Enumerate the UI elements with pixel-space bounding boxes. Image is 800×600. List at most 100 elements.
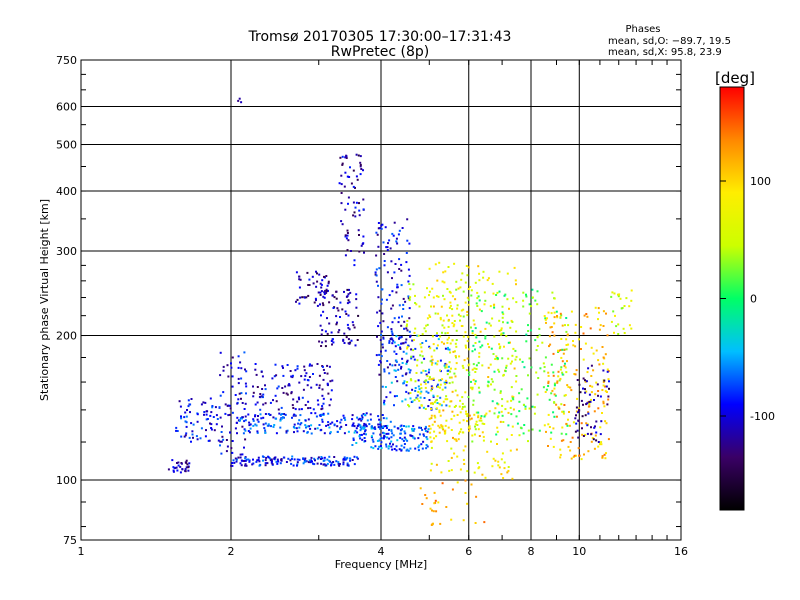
scatter-point <box>575 369 578 372</box>
scatter-point <box>559 316 562 319</box>
scatter-point <box>580 422 583 425</box>
scatter-point <box>355 427 358 430</box>
chart-title: Tromsø 20170305 17:30:00–17:31:43 <box>248 29 512 45</box>
scatter-point <box>424 370 427 372</box>
scatter-point <box>439 316 442 319</box>
scatter-point <box>493 303 496 306</box>
scatter-point <box>275 460 278 463</box>
scatter-point <box>551 389 554 392</box>
scatter-point <box>411 429 414 432</box>
scatter-point <box>183 416 186 419</box>
scatter-point <box>417 390 420 393</box>
scatter-point <box>409 288 412 291</box>
scatter-point <box>244 463 247 466</box>
scatter-point <box>430 389 433 392</box>
scatter-point <box>403 436 406 439</box>
scatter-point <box>302 430 305 433</box>
scatter-point <box>290 462 293 465</box>
scatter-point <box>465 265 468 267</box>
scatter-point <box>322 304 325 307</box>
scatter-point <box>273 375 276 378</box>
scatter-point <box>408 283 411 285</box>
scatter-point <box>536 336 539 339</box>
scatter-point <box>522 403 525 406</box>
scatter-point <box>547 380 550 383</box>
scatter-point <box>237 366 240 369</box>
scatter-point <box>377 426 380 429</box>
scatter-point <box>244 368 246 371</box>
scatter-point <box>582 377 585 380</box>
scatter-point <box>352 439 355 441</box>
scatter-point <box>320 345 323 347</box>
scatter-point <box>327 424 330 426</box>
scatter-point <box>468 371 471 374</box>
scatter-point <box>319 324 322 327</box>
scatter-point <box>390 260 393 263</box>
scatter-point <box>354 215 357 218</box>
scatter-point <box>400 449 403 452</box>
scatter-point <box>456 481 459 484</box>
scatter-point <box>552 374 555 377</box>
scatter-point <box>431 509 433 512</box>
scatter-point <box>459 411 462 414</box>
scatter-point <box>471 440 474 443</box>
scatter-point <box>461 407 464 410</box>
scatter-point <box>185 459 188 462</box>
scatter-point <box>515 301 518 304</box>
scatter-point <box>472 319 475 322</box>
scatter-point <box>584 391 587 394</box>
scatter-point <box>371 438 374 441</box>
scatter-point <box>484 337 487 340</box>
scatter-point <box>401 438 404 441</box>
scatter-point <box>215 414 218 417</box>
scatter-point <box>502 421 505 423</box>
scatter-point <box>478 299 481 302</box>
scatter-point <box>574 331 577 334</box>
scatter-point <box>481 364 484 367</box>
scatter-point <box>474 522 477 524</box>
scatter-point <box>394 263 397 265</box>
scatter-point <box>536 393 539 396</box>
scatter-point <box>318 374 321 377</box>
scatter-point <box>608 380 610 383</box>
scatter-point <box>545 388 548 391</box>
scatter-point <box>605 312 607 315</box>
scatter-point <box>254 363 257 365</box>
scatter-point <box>358 209 361 212</box>
scatter-point <box>476 297 479 300</box>
scatter-point <box>433 420 436 423</box>
scatter-point <box>451 390 454 393</box>
scatter-point <box>237 456 240 459</box>
scatter-point <box>418 388 421 391</box>
scatter-point <box>256 459 259 462</box>
scatter-point <box>346 288 349 291</box>
scatter-point <box>428 376 431 379</box>
scatter-point <box>360 414 363 417</box>
scatter-point <box>587 411 590 414</box>
scatter-point <box>401 400 404 403</box>
scatter-point <box>237 398 240 401</box>
scatter-point <box>388 445 391 448</box>
scatter-point <box>554 394 557 397</box>
scatter-point <box>232 459 235 462</box>
scatter-point <box>310 432 313 435</box>
scatter-point <box>457 287 460 290</box>
scatter-point <box>513 266 516 269</box>
scatter-point <box>345 313 348 315</box>
scatter-point <box>429 427 432 430</box>
scatter-point <box>447 266 450 268</box>
scatter-point <box>352 437 355 440</box>
scatter-point <box>260 370 263 373</box>
scatter-point <box>497 464 500 467</box>
scatter-point <box>299 278 302 281</box>
scatter-point <box>346 249 349 252</box>
scatter-point <box>184 434 187 437</box>
scatter-point <box>526 397 529 400</box>
scatter-point <box>453 262 456 265</box>
scatter-point <box>418 444 421 447</box>
scatter-point <box>204 435 207 438</box>
scatter-point <box>585 380 588 383</box>
scatter-point <box>407 297 410 300</box>
scatter-point <box>493 388 496 391</box>
scatter-point <box>557 375 560 378</box>
